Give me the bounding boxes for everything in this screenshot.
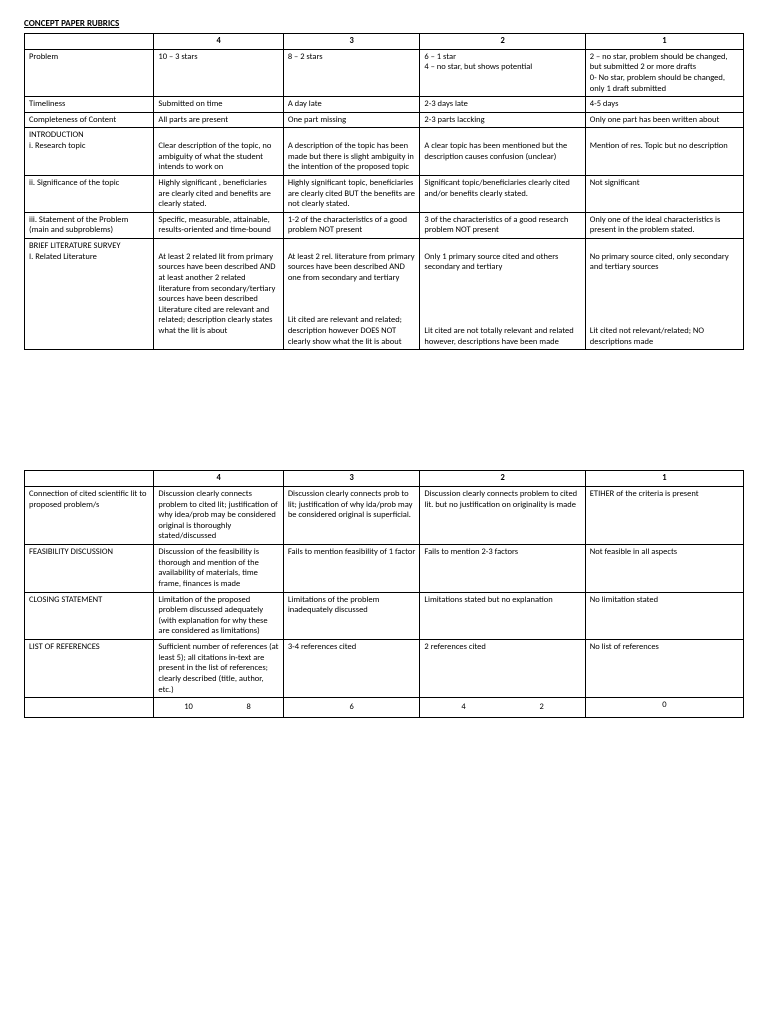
- criterion-label: Problem: [25, 49, 154, 97]
- criterion-cell: Discussion clearly connects problem to c…: [420, 486, 585, 544]
- criterion-cell: 10 – 3 stars: [154, 49, 283, 97]
- criterion-cell: Mention of res. Topic but no description: [585, 128, 743, 176]
- criterion-label: ii. Significance of the topic: [25, 175, 154, 212]
- criterion-cell: Discussion clearly connects prob to lit;…: [283, 486, 420, 544]
- criterion-cell: Only 1 primary source cited and others s…: [420, 239, 585, 350]
- header-blank: [25, 34, 154, 50]
- criterion-label: Timeliness: [25, 97, 154, 113]
- table-row: iii. Statement of the Problem (main and …: [25, 212, 744, 238]
- criterion-cell: Discussion clearly connects problem to c…: [154, 486, 283, 544]
- rubric-table-1: 4 3 2 1 Problem10 – 3 stars8 – 2 stars6 …: [24, 33, 744, 350]
- criterion-cell: Discussion of the feasibility is thoroug…: [154, 545, 283, 593]
- criterion-cell: 4-5 days: [585, 97, 743, 113]
- table-row: INTRODUCTION i. Research topic Clear des…: [25, 128, 744, 176]
- criterion-cell: All parts are present: [154, 112, 283, 128]
- criterion-cell: Limitations stated but no explanation: [420, 592, 585, 640]
- criterion-cell: No list of references: [585, 640, 743, 698]
- criterion-cell: Not significant: [585, 175, 743, 212]
- header-3: 3: [283, 471, 420, 487]
- criterion-label: CLOSING STATEMENT: [25, 592, 154, 640]
- criterion-label: FEASIBILITY DISCUSSION: [25, 545, 154, 593]
- criterion-cell: Only one part has been written about: [585, 112, 743, 128]
- header-1: 1: [585, 471, 743, 487]
- criterion-cell: Limitations of the problem inadequately …: [283, 592, 420, 640]
- score-2: 2: [503, 700, 581, 715]
- header-4: 4: [154, 471, 283, 487]
- criterion-cell: 3-4 references cited: [283, 640, 420, 698]
- table-row: FEASIBILITY DISCUSSIONDiscussion of the …: [25, 545, 744, 593]
- score-cell: 10 8: [154, 698, 283, 718]
- criterion-cell: A day late: [283, 97, 420, 113]
- criterion-cell: Specific, measurable, attainable, result…: [154, 212, 283, 238]
- table-row: Problem10 – 3 stars8 – 2 stars6 – 1 star…: [25, 49, 744, 97]
- criterion-cell: Sufficient number of references (at leas…: [154, 640, 283, 698]
- criterion-cell: Limitation of the proposed problem discu…: [154, 592, 283, 640]
- header-row: 4 3 2 1: [25, 471, 744, 487]
- criterion-cell: Highly significant topic, beneficiaries …: [283, 175, 420, 212]
- table-row: BRIEF LITERATURE SURVEY I. Related Liter…: [25, 239, 744, 350]
- criterion-cell: 2 – no star, problem should be changed, …: [585, 49, 743, 97]
- criterion-label: INTRODUCTION i. Research topic: [25, 128, 154, 176]
- criterion-cell: ETIHER of the criteria is present: [585, 486, 743, 544]
- criterion-cell: No limitation stated: [585, 592, 743, 640]
- header-blank: [25, 471, 154, 487]
- score-cell: 0: [585, 698, 743, 718]
- criterion-label: BRIEF LITERATURE SURVEY I. Related Liter…: [25, 239, 154, 350]
- header-2: 2: [420, 471, 585, 487]
- criterion-cell: No primary source cited, only secondary …: [585, 239, 743, 350]
- header-row: 4 3 2 1: [25, 34, 744, 50]
- score-8: 8: [219, 700, 279, 715]
- criterion-cell: At least 2 related lit from primary sour…: [154, 239, 283, 350]
- table-row: CLOSING STATEMENTLimitation of the propo…: [25, 592, 744, 640]
- score-4: 4: [424, 700, 502, 715]
- criterion-cell: Highly significant , beneficiaries are c…: [154, 175, 283, 212]
- score-cell: 6: [283, 698, 420, 718]
- header-2: 2: [420, 34, 585, 50]
- criterion-cell: 2-3 days late: [420, 97, 585, 113]
- table-row: TimelinessSubmitted on timeA day late2-3…: [25, 97, 744, 113]
- criterion-cell: 6 – 1 star 4 – no star, but shows potent…: [420, 49, 585, 97]
- rubric-table-2: 4 3 2 1 Connection of cited scientific l…: [24, 470, 744, 718]
- table-row: ii. Significance of the topicHighly sign…: [25, 175, 744, 212]
- criterion-cell: Significant topic/beneficiaries clearly …: [420, 175, 585, 212]
- criterion-cell: 2 references cited: [420, 640, 585, 698]
- score-blank: [25, 698, 154, 718]
- criterion-label: Completeness of Content: [25, 112, 154, 128]
- table-row: Connection of cited scientific lit to pr…: [25, 486, 744, 544]
- table-row: Completeness of ContentAll parts are pre…: [25, 112, 744, 128]
- criterion-cell: 2-3 parts laccking: [420, 112, 585, 128]
- criterion-cell: Fails to mention feasibility of 1 factor: [283, 545, 420, 593]
- criterion-cell: Clear description of the topic, no ambig…: [154, 128, 283, 176]
- criterion-label: Connection of cited scientific lit to pr…: [25, 486, 154, 544]
- document-title: CONCEPT PAPER RUBRICS: [24, 18, 744, 29]
- score-row: 10 8 6 4 2 0: [25, 698, 744, 718]
- score-10: 10: [158, 700, 218, 715]
- table-row: LIST OF REFERENCESSufficient number of r…: [25, 640, 744, 698]
- criterion-cell: A description of the topic has been made…: [283, 128, 420, 176]
- criterion-cell: Only one of the ideal characteristics is…: [585, 212, 743, 238]
- header-3: 3: [283, 34, 420, 50]
- criterion-cell: Not feasible in all aspects: [585, 545, 743, 593]
- criterion-cell: At least 2 rel. literature from primary …: [283, 239, 420, 350]
- header-4: 4: [154, 34, 283, 50]
- score-6: 6: [288, 700, 416, 715]
- criterion-cell: 3 of the characteristics of a good resea…: [420, 212, 585, 238]
- score-cell: 4 2: [420, 698, 585, 718]
- criterion-cell: One part missing: [283, 112, 420, 128]
- criterion-label: LIST OF REFERENCES: [25, 640, 154, 698]
- criterion-cell: Submitted on time: [154, 97, 283, 113]
- criterion-cell: 8 – 2 stars: [283, 49, 420, 97]
- criterion-cell: Fails to mention 2-3 factors: [420, 545, 585, 593]
- criterion-cell: 1-2 of the characteristics of a good pro…: [283, 212, 420, 238]
- header-1: 1: [585, 34, 743, 50]
- criterion-cell: A clear topic has been mentioned but the…: [420, 128, 585, 176]
- criterion-label: iii. Statement of the Problem (main and …: [25, 212, 154, 238]
